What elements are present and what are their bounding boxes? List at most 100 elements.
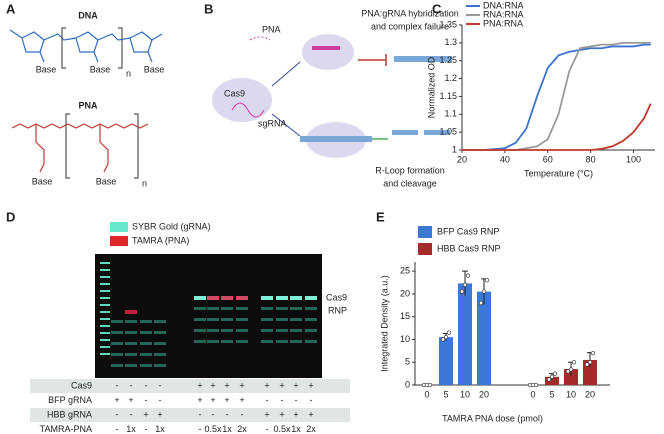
data-point [484, 278, 490, 283]
cell: + [293, 409, 298, 419]
data-point [590, 350, 596, 356]
gel-band [261, 329, 273, 332]
x-tick-label: 40 [500, 154, 510, 164]
gel-image [95, 254, 322, 378]
cell: + [210, 395, 215, 405]
data-point [440, 337, 446, 342]
base-label: Base [96, 176, 117, 186]
cell: - [145, 395, 148, 405]
y-tick-label: 10 [400, 334, 410, 344]
data-point [549, 374, 555, 379]
gel-band [221, 318, 233, 321]
band-label: RNP [328, 305, 347, 315]
failure-text: and complex failure [371, 21, 449, 31]
gel-band [261, 318, 273, 321]
dna-shape [392, 130, 418, 135]
gel-band [290, 307, 302, 310]
gel-band [305, 318, 317, 321]
sgrna-label: sgRNA [258, 118, 287, 128]
gel-band [261, 340, 273, 343]
y-tick-label: 1 [452, 144, 457, 154]
gel-band [111, 364, 123, 367]
cell: + [239, 395, 244, 405]
rnp-band [194, 296, 206, 300]
gel-band [221, 329, 233, 332]
panel-d [95, 254, 322, 378]
data-point [571, 360, 577, 365]
gel-band [125, 331, 137, 334]
cell: 0.5x [204, 424, 222, 434]
dna-structure [9, 27, 163, 69]
gel-band [194, 329, 206, 332]
bar [477, 291, 491, 385]
rnp-band [276, 296, 288, 300]
gel-band [140, 364, 152, 367]
gel-band [154, 320, 166, 323]
rnp-band [290, 296, 302, 300]
gel-band [236, 340, 248, 343]
panel-label: E [376, 209, 385, 224]
ladder-band [100, 276, 110, 278]
gel-band [290, 318, 302, 321]
y-tick-label: 1.1 [444, 109, 457, 119]
bar [458, 283, 472, 385]
x-tick-label: 60 [543, 154, 553, 164]
bar [545, 376, 559, 385]
panel-a: DNA Base Base Base n PNA Base Base n [9, 10, 165, 188]
data-point [478, 300, 484, 306]
base-label: Base [32, 176, 53, 186]
charts: 1 1.05 1.1 1.15 1.2 1.25 1.3 1.35 Normalized OD 2… [379, 0, 655, 423]
y-tick-label: 1.15 [439, 91, 457, 101]
legend-swatch [418, 226, 432, 238]
row-label: TAMRA-PNA [40, 424, 92, 434]
gel-band [207, 318, 219, 321]
base-label: Base [144, 64, 165, 74]
cell: + [197, 395, 202, 405]
data-point [565, 369, 571, 374]
cell: + [264, 380, 269, 390]
legend-label: BFP Cas9 RNP [437, 226, 499, 236]
gel-band [276, 340, 288, 343]
x-tick-label: 5 [443, 389, 448, 399]
gel-band [305, 307, 317, 310]
tamra-band [236, 296, 248, 300]
gel-band [207, 329, 219, 332]
y-tick-label: 15 [400, 311, 410, 321]
base-label: Base [90, 64, 111, 74]
y-tick-label: 1.3 [444, 37, 457, 47]
gel-band [111, 331, 123, 334]
gel-band [276, 307, 288, 310]
bar [439, 337, 453, 385]
cell: - [241, 409, 244, 419]
pna-label: PNA [262, 24, 281, 34]
gel-band [194, 318, 206, 321]
sgrna-shape [231, 102, 265, 118]
gel-band [207, 340, 219, 343]
base-label: Base [36, 64, 57, 74]
gel-band [261, 307, 273, 310]
y-tick-label: 1.35 [439, 19, 457, 29]
gel-band [125, 342, 137, 345]
gel-band [276, 318, 288, 321]
legend-label: HBB Cas9 RNP [437, 243, 501, 253]
cell: - [226, 409, 229, 419]
gel-band [221, 307, 233, 310]
panel-label: B [204, 1, 213, 16]
cell: - [281, 395, 284, 405]
data-point [446, 330, 452, 335]
gel-band [111, 342, 123, 345]
cell: 1x [291, 424, 301, 434]
row-shade [30, 408, 350, 422]
line-series [462, 43, 651, 151]
cell: + [210, 380, 215, 390]
gel-band [154, 364, 166, 367]
dna-shape [394, 56, 452, 62]
cell: 0.5x [273, 424, 291, 434]
gel-band [290, 340, 302, 343]
panel-b: Cas9 sgRNA PNA PNA:gRNA hybridization an… [212, 8, 459, 188]
ladder-band [100, 311, 110, 313]
ladder-band [100, 297, 110, 299]
panel-label: A [6, 1, 16, 16]
x-tick-label: 80 [586, 154, 596, 164]
